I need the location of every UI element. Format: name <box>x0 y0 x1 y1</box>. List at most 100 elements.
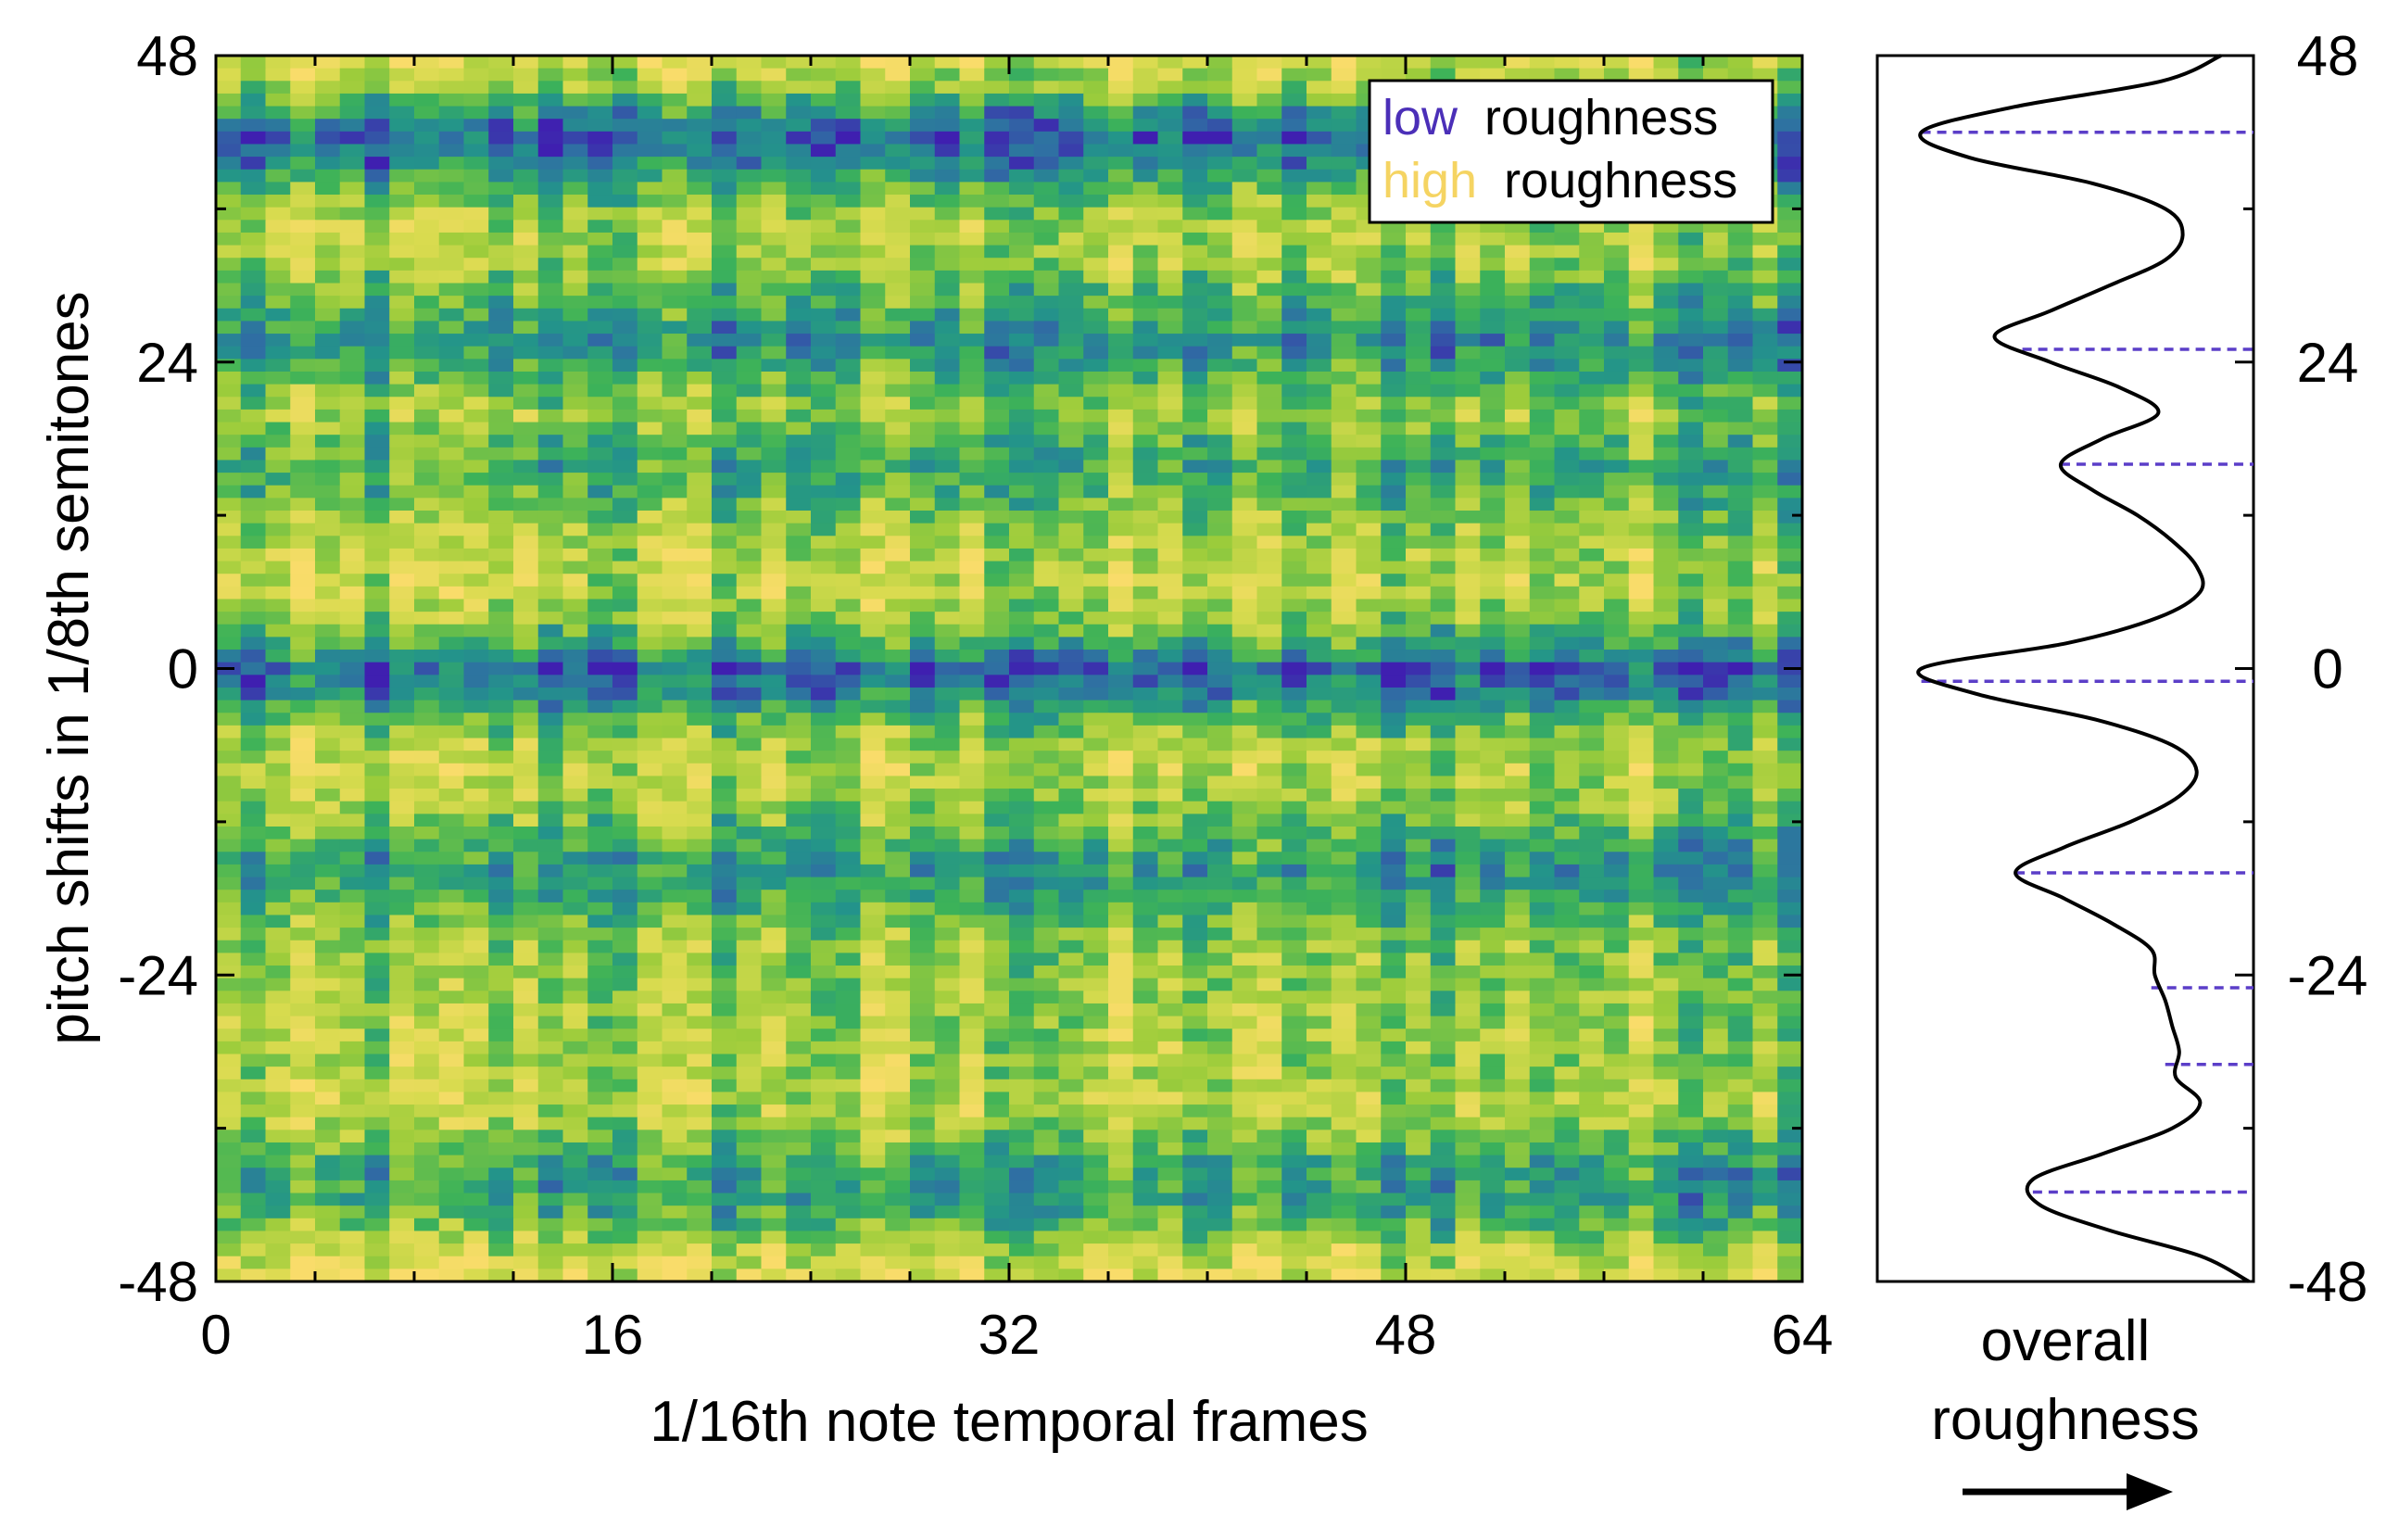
heatmap-cell <box>637 131 663 145</box>
heatmap-cell <box>885 991 911 1004</box>
heatmap-cell <box>1033 384 1060 398</box>
heatmap-cell <box>1058 321 1084 335</box>
heatmap-cell <box>562 864 588 878</box>
heatmap-cell <box>587 801 613 814</box>
heatmap-cell <box>1281 1003 1307 1017</box>
heatmap-cell <box>339 308 366 322</box>
heatmap-cell <box>216 852 242 865</box>
heatmap-cell <box>1083 713 1109 726</box>
heatmap-cell <box>240 296 267 309</box>
heatmap-cell <box>1678 334 1704 347</box>
heatmap-cell <box>612 384 638 398</box>
heatmap-cell <box>1307 675 1332 688</box>
heatmap-cell <box>1281 725 1307 739</box>
heatmap-cell <box>1505 612 1531 625</box>
heatmap-cell <box>1554 1016 1580 1029</box>
heatmap-cell <box>1480 283 1506 297</box>
heatmap-cell <box>885 864 911 878</box>
heatmap-cell <box>1108 953 1134 966</box>
heatmap-cell <box>1529 637 1556 650</box>
heatmap-cell <box>1430 56 1457 69</box>
heatmap-cell <box>315 182 341 196</box>
heatmap-cell <box>1083 422 1109 435</box>
heatmap-cell <box>1604 839 1630 852</box>
heatmap-cell <box>1777 586 1803 600</box>
heatmap-cell <box>463 182 489 196</box>
heatmap-cell <box>1356 346 1382 360</box>
heatmap-cell <box>1628 751 1655 764</box>
heatmap-cell <box>637 1016 663 1029</box>
heatmap-cell <box>1505 371 1531 385</box>
heatmap-cell <box>885 195 911 208</box>
heatmap-cell <box>1356 789 1382 802</box>
heatmap-cell <box>587 561 613 574</box>
heatmap-cell <box>786 637 812 650</box>
heatmap-cell <box>1256 131 1282 145</box>
heatmap-cell <box>488 776 514 789</box>
heatmap-cell <box>1157 978 1183 991</box>
heatmap-cell <box>1307 650 1332 663</box>
heatmap-cell <box>1406 232 1432 246</box>
heatmap-cell <box>438 751 465 764</box>
heatmap-cell <box>240 523 267 536</box>
heatmap-cell <box>687 675 713 688</box>
heatmap-cell <box>488 675 514 688</box>
heatmap-cell <box>885 334 911 347</box>
heatmap-cell <box>1381 359 1407 372</box>
heatmap-cell <box>1356 612 1382 625</box>
heatmap-cell <box>1653 624 1679 637</box>
heatmap-cell <box>761 700 787 713</box>
heatmap-cell <box>562 814 588 827</box>
heatmap-cell <box>712 207 738 221</box>
heatmap-cell <box>934 675 961 688</box>
heatmap-cell <box>1579 662 1605 675</box>
heatmap-cell <box>885 536 911 549</box>
heatmap-cell <box>1157 612 1183 625</box>
heatmap-cell <box>315 978 341 991</box>
heatmap-cell <box>736 561 763 574</box>
heatmap-cell <box>1554 700 1580 713</box>
heatmap-cell <box>612 599 638 612</box>
heatmap-cell <box>1207 81 1233 95</box>
heatmap-cell <box>463 106 489 120</box>
heatmap-cell <box>1033 119 1060 133</box>
heatmap-cell <box>1009 283 1035 297</box>
heatmap-cell <box>1529 725 1556 739</box>
heatmap-cell <box>712 902 738 916</box>
heatmap-cell <box>1554 511 1580 524</box>
heatmap-cell <box>364 321 390 335</box>
heatmap-cell <box>1455 397 1481 410</box>
heatmap-cell <box>1033 612 1060 625</box>
heatmap-cell <box>265 751 291 764</box>
heatmap-cell <box>1132 93 1159 107</box>
heatmap-cell <box>1231 473 1258 486</box>
heatmap-cell <box>488 106 514 120</box>
heatmap-cell <box>1604 397 1630 410</box>
heatmap-cell <box>339 283 366 297</box>
heatmap-cell <box>240 852 267 865</box>
heatmap-cell <box>612 195 638 208</box>
heatmap-cell <box>265 397 291 410</box>
heatmap-cell <box>811 864 837 878</box>
heatmap-cell <box>216 1041 242 1055</box>
heatmap-cell <box>1033 182 1060 196</box>
heatmap-cell <box>662 409 688 423</box>
heatmap-cell <box>736 245 763 259</box>
heatmap-cell <box>1256 890 1282 903</box>
heatmap-cell <box>1009 738 1035 751</box>
heatmap-cell <box>1703 966 1729 979</box>
heatmap-cell <box>1381 650 1407 663</box>
heatmap-cell <box>438 81 465 95</box>
heatmap-cell <box>637 991 663 1004</box>
heatmap-cell <box>364 1003 390 1017</box>
heatmap-cell <box>687 182 713 196</box>
heatmap-cell <box>1678 371 1704 385</box>
heatmap-cell <box>414 852 440 865</box>
heatmap-cell <box>934 131 961 145</box>
heatmap-cell <box>1307 612 1332 625</box>
heatmap-cell <box>1132 56 1159 69</box>
heatmap-cell <box>389 485 415 499</box>
heatmap-cell <box>438 902 465 916</box>
heatmap-cell <box>315 890 341 903</box>
heatmap-cell <box>389 346 415 360</box>
